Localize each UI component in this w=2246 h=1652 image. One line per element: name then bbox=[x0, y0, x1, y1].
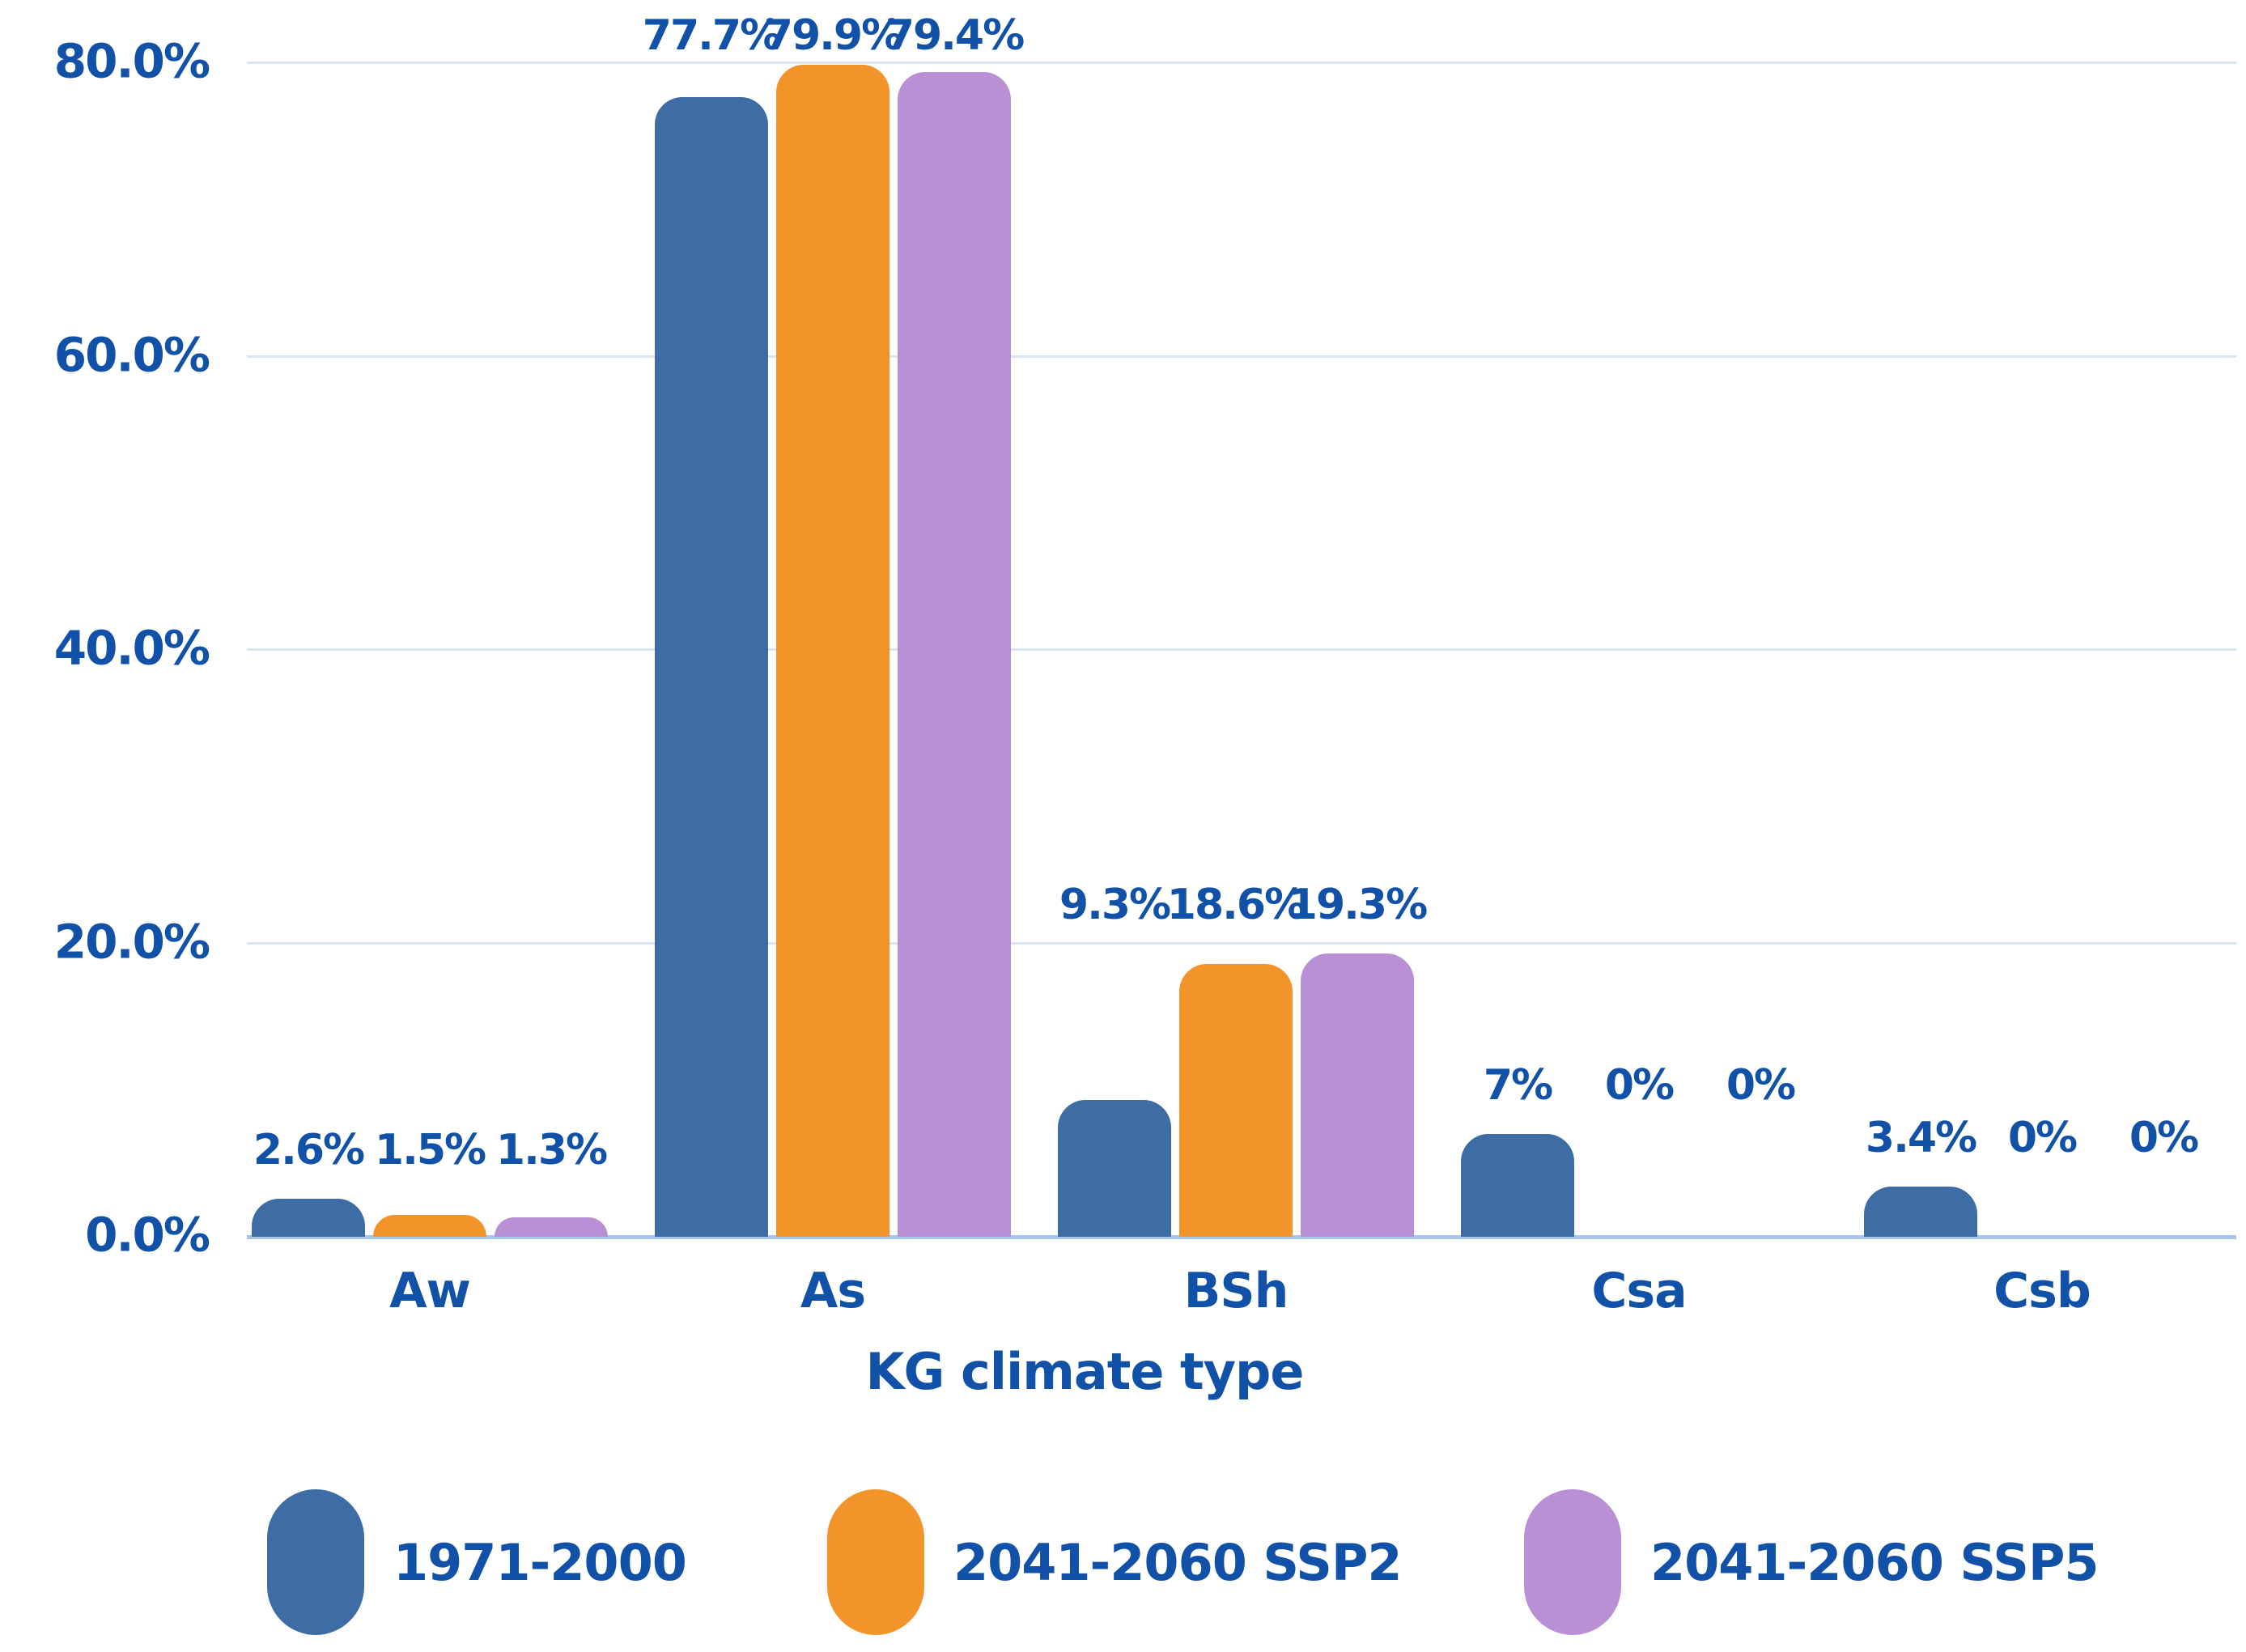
category-label: BSh bbox=[1183, 1263, 1289, 1319]
y-tick-label: 80.0% bbox=[53, 33, 210, 89]
y-tick-label: 20.0% bbox=[53, 913, 210, 969]
bar bbox=[1058, 1100, 1171, 1237]
legend-item: 2041-2060 SSP2 bbox=[827, 1489, 1403, 1635]
gridline bbox=[247, 355, 2236, 358]
bar bbox=[776, 64, 889, 1237]
bar bbox=[495, 1217, 608, 1237]
legend-label: 2041-2060 SSP2 bbox=[953, 1532, 1403, 1592]
bar-value-label: 1.3% bbox=[495, 1125, 608, 1174]
bar bbox=[1864, 1187, 1977, 1237]
bar-value-label: 9.3% bbox=[1059, 881, 1171, 930]
bar-value-label: 18.6% bbox=[1166, 881, 1306, 930]
legend-item: 2041-2060 SSP5 bbox=[1524, 1489, 2100, 1635]
bar-value-label: 1.5% bbox=[374, 1125, 486, 1174]
bar bbox=[1461, 1134, 1574, 1237]
x-axis-title: KG climate type bbox=[865, 1342, 1305, 1401]
y-tick-label: 60.0% bbox=[53, 326, 210, 382]
bar bbox=[252, 1198, 365, 1237]
bar bbox=[898, 71, 1011, 1237]
gridline bbox=[247, 941, 2236, 945]
bar-value-label: 0% bbox=[1726, 1061, 1796, 1111]
legend-swatch bbox=[1524, 1489, 1621, 1635]
bar bbox=[1301, 953, 1414, 1237]
bar bbox=[373, 1214, 486, 1237]
bar-value-label: 79.9% bbox=[763, 11, 903, 60]
bar bbox=[1179, 963, 1293, 1237]
bar-value-label: 79.4% bbox=[885, 11, 1025, 60]
category-label: Csa bbox=[1591, 1263, 1687, 1319]
bar-value-label: 2.6% bbox=[253, 1125, 365, 1174]
baseline-axis bbox=[247, 1235, 2236, 1239]
legend-item: 1971-2000 bbox=[267, 1489, 687, 1635]
category-label: As bbox=[800, 1263, 866, 1319]
bar-value-label: 7% bbox=[1483, 1061, 1553, 1111]
category-label: Aw bbox=[389, 1263, 471, 1319]
y-tick-label: 40.0% bbox=[53, 620, 210, 676]
legend-swatch bbox=[267, 1489, 364, 1635]
bar-value-label: 0% bbox=[2129, 1114, 2199, 1163]
bar-value-label: 0% bbox=[2007, 1114, 2078, 1163]
category-label: Csb bbox=[1993, 1263, 2091, 1319]
legend-swatch bbox=[827, 1489, 924, 1635]
bar-value-label: 0% bbox=[1604, 1061, 1675, 1111]
gridline bbox=[247, 62, 2236, 64]
legend-label: 2041-2060 SSP5 bbox=[1650, 1532, 2100, 1592]
bar bbox=[655, 96, 768, 1237]
y-tick-label: 0.0% bbox=[85, 1207, 210, 1263]
bar-value-label: 19.3% bbox=[1288, 881, 1428, 930]
bar-value-label: 3.4% bbox=[1865, 1114, 1977, 1163]
bar-value-label: 77.7% bbox=[642, 11, 782, 60]
legend-label: 1971-2000 bbox=[393, 1532, 687, 1592]
gridline bbox=[247, 648, 2236, 651]
